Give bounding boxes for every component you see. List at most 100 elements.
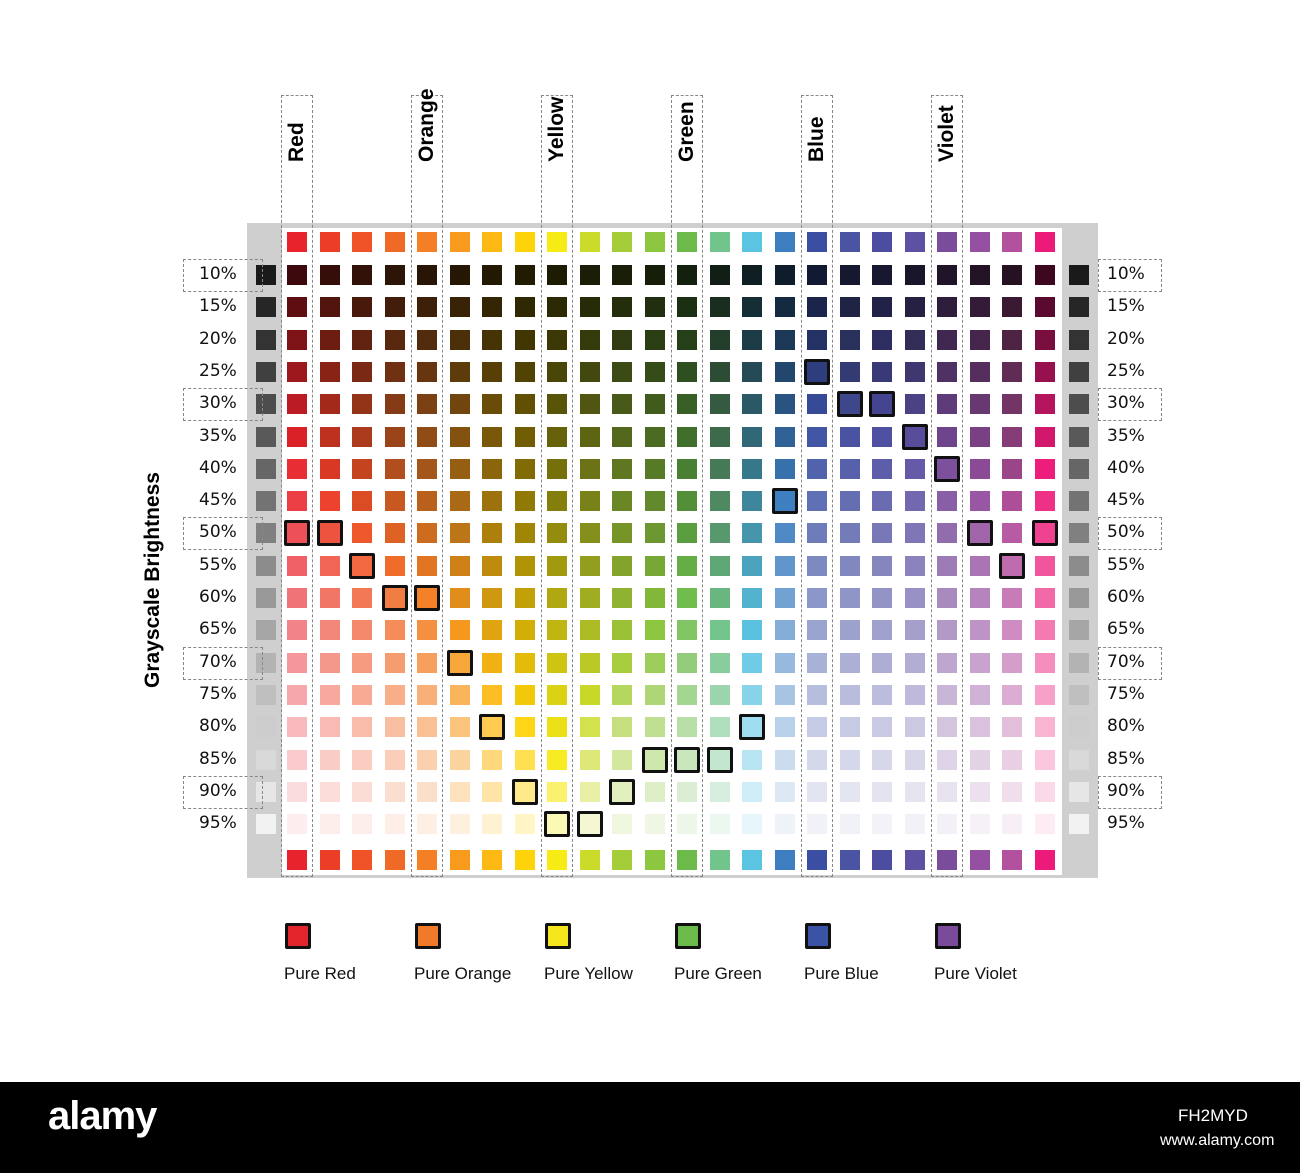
color-swatch <box>514 265 535 285</box>
level-row-guide <box>183 259 263 292</box>
image-id: FH2MYD <box>1178 1106 1248 1125</box>
gray-swatch-left <box>256 426 276 447</box>
gray-swatch-right <box>1069 555 1089 576</box>
color-swatch <box>807 814 827 835</box>
color-swatch <box>319 588 340 608</box>
legend-label: Pure Orange <box>414 964 512 983</box>
legend-label: Pure Violet <box>934 964 1017 983</box>
color-swatch <box>872 426 892 447</box>
color-swatch <box>839 652 860 673</box>
color-swatch <box>1034 717 1055 738</box>
color-swatch <box>482 620 502 641</box>
color-swatch <box>969 329 990 350</box>
color-swatch <box>319 361 340 382</box>
color-swatch <box>839 361 860 382</box>
color-swatch <box>709 394 730 415</box>
color-swatch <box>417 458 437 479</box>
color-swatch <box>287 652 307 673</box>
level-label-right: 65% <box>1107 619 1145 640</box>
color-swatch <box>579 394 600 415</box>
hue-column-guide <box>281 95 313 877</box>
color-swatch <box>839 620 860 641</box>
highlighted-swatch <box>771 488 798 515</box>
level-label-right: 35% <box>1107 425 1145 446</box>
color-swatch <box>644 523 665 544</box>
color-swatch <box>644 652 665 673</box>
color-swatch <box>514 523 535 544</box>
gray-swatch-right <box>1069 394 1089 415</box>
level-row-guide <box>1098 775 1162 809</box>
color-swatch <box>677 394 697 415</box>
color-swatch <box>742 523 762 544</box>
color-swatch <box>839 329 860 350</box>
legend-label: Pure Blue <box>804 964 879 983</box>
color-swatch <box>1002 684 1022 705</box>
pure-swatch-bottom <box>677 850 697 870</box>
color-swatch <box>612 491 632 512</box>
color-swatch <box>807 265 827 285</box>
color-swatch <box>514 491 535 512</box>
level-label-right: 50% <box>1107 522 1145 543</box>
gray-swatch-right <box>1069 265 1089 285</box>
gray-swatch-right <box>1069 620 1089 641</box>
level-label-left: 90% <box>199 780 237 801</box>
color-swatch <box>1002 361 1022 382</box>
highlighted-swatch <box>706 746 733 773</box>
color-swatch <box>1034 652 1055 673</box>
color-swatch <box>904 329 925 350</box>
color-swatch <box>514 458 535 479</box>
color-swatch <box>839 588 860 608</box>
color-swatch <box>384 491 405 512</box>
color-swatch <box>352 684 372 705</box>
hue-column-guide <box>411 95 443 877</box>
color-swatch <box>807 297 827 318</box>
color-swatch <box>417 329 437 350</box>
pure-swatch-top <box>904 232 925 252</box>
color-swatch <box>904 265 925 285</box>
color-swatch <box>352 523 372 544</box>
level-label-left: 75% <box>199 683 237 704</box>
level-row-guide <box>183 775 263 809</box>
color-swatch <box>677 265 697 285</box>
color-swatch <box>1034 588 1055 608</box>
level-label-right: 15% <box>1107 296 1145 317</box>
color-swatch <box>742 781 762 802</box>
color-swatch <box>774 394 795 415</box>
color-swatch <box>352 814 372 835</box>
color-swatch <box>352 588 372 608</box>
pure-swatch-bottom <box>482 850 502 870</box>
color-swatch <box>449 781 470 802</box>
color-swatch <box>384 749 405 770</box>
color-swatch <box>1034 297 1055 318</box>
pure-swatch-top <box>547 232 567 252</box>
color-swatch <box>709 781 730 802</box>
color-swatch <box>579 329 600 350</box>
color-swatch <box>937 684 957 705</box>
hue-label: Violet <box>935 105 958 162</box>
color-swatch <box>579 588 600 608</box>
color-swatch <box>677 491 697 512</box>
gray-swatch-right <box>1069 361 1089 382</box>
color-swatch <box>904 620 925 641</box>
color-swatch <box>384 814 405 835</box>
color-swatch <box>937 426 957 447</box>
color-swatch <box>612 329 632 350</box>
color-swatch <box>742 555 762 576</box>
color-swatch <box>384 297 405 318</box>
color-swatch <box>482 684 502 705</box>
color-swatch <box>384 523 405 544</box>
color-swatch <box>839 426 860 447</box>
gray-swatch-right <box>1069 523 1089 544</box>
color-swatch <box>774 620 795 641</box>
pure-swatch-bottom <box>417 850 437 870</box>
color-swatch <box>612 297 632 318</box>
gray-swatch-left <box>256 749 276 770</box>
color-swatch <box>872 297 892 318</box>
color-swatch <box>352 265 372 285</box>
color-swatch <box>547 684 567 705</box>
color-swatch <box>547 297 567 318</box>
color-swatch <box>612 458 632 479</box>
color-swatch <box>449 717 470 738</box>
color-swatch <box>417 749 437 770</box>
color-swatch <box>937 361 957 382</box>
